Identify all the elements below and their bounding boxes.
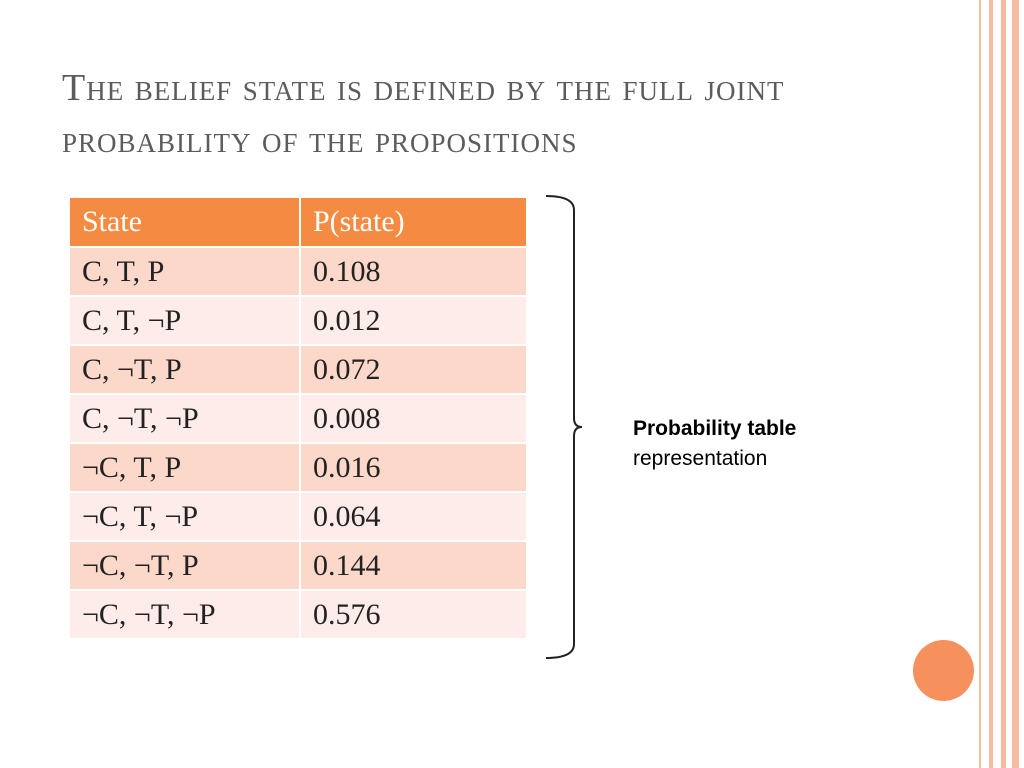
- table-header-row: State P(state): [68, 196, 528, 248]
- probability-cell: 0.576: [299, 589, 528, 640]
- decorative-circle-icon: [913, 640, 974, 701]
- right-brace-icon: [545, 195, 583, 659]
- header-probability: P(state): [299, 196, 528, 248]
- frame-line: [1012, 0, 1019, 768]
- frame-line: [1001, 0, 1006, 768]
- table-row: C, ¬T, P 0.072: [68, 344, 528, 395]
- probability-cell: 0.108: [299, 246, 528, 297]
- frame-line: [979, 0, 981, 768]
- probability-cell: 0.064: [299, 491, 528, 542]
- slide-title: The belief state is defined by the full …: [62, 67, 785, 161]
- table-row: C, T, ¬P 0.012: [68, 295, 528, 346]
- annotation-text: representation: [633, 447, 768, 470]
- state-cell: C, ¬T, ¬P: [68, 393, 301, 444]
- probability-cell: 0.144: [299, 540, 528, 591]
- state-cell: C, T, P: [68, 246, 301, 297]
- annotation-bold-text: Probability table: [633, 417, 797, 440]
- probability-cell: 0.008: [299, 393, 528, 444]
- probability-cell: 0.072: [299, 344, 528, 395]
- table-row: ¬C, ¬T, P 0.144: [68, 540, 528, 591]
- probability-table: State P(state) C, T, P 0.108 C, T, ¬P 0.…: [68, 196, 528, 640]
- table-row: ¬C, T, ¬P 0.064: [68, 491, 528, 542]
- state-cell: ¬C, T, ¬P: [68, 491, 301, 542]
- table-row: ¬C, ¬T, ¬P 0.576: [68, 589, 528, 640]
- probability-cell: 0.016: [299, 442, 528, 493]
- frame-line: [989, 0, 993, 768]
- state-cell: C, T, ¬P: [68, 295, 301, 346]
- probability-table-annotation: Probability table representation: [633, 414, 796, 474]
- table-row: C, T, P 0.108: [68, 246, 528, 297]
- state-cell: C, ¬T, P: [68, 344, 301, 395]
- state-cell: ¬C, ¬T, P: [68, 540, 301, 591]
- table-row: C, ¬T, ¬P 0.008: [68, 393, 528, 444]
- state-cell: ¬C, T, P: [68, 442, 301, 493]
- header-state: State: [68, 196, 301, 248]
- probability-cell: 0.012: [299, 295, 528, 346]
- table-row: ¬C, T, P 0.016: [68, 442, 528, 493]
- state-cell: ¬C, ¬T, ¬P: [68, 589, 301, 640]
